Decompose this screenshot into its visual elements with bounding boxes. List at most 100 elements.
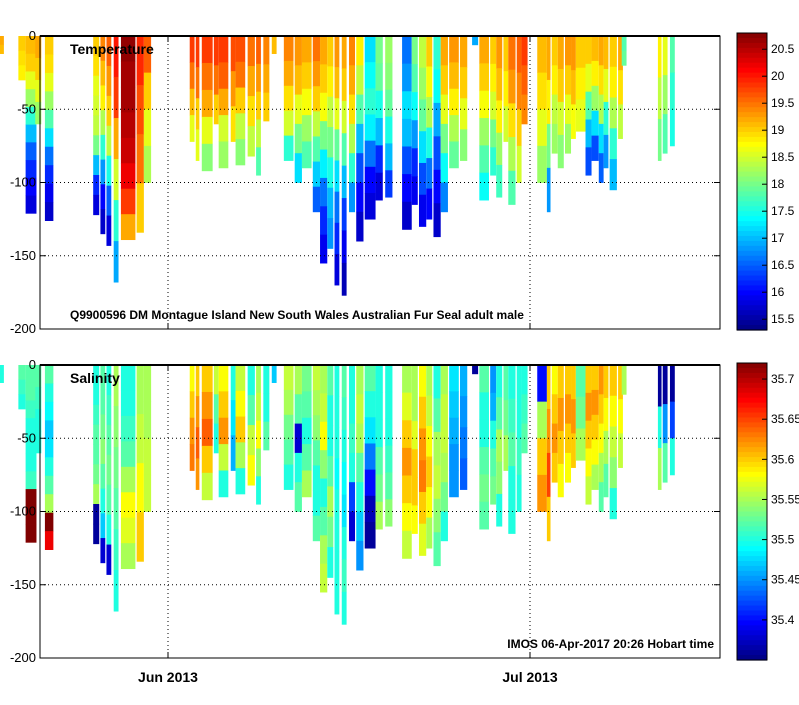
profile-cell <box>120 365 136 391</box>
colorbar-step <box>737 161 767 168</box>
profile-cell <box>657 36 662 78</box>
profile-cell <box>557 134 564 169</box>
profile-cell <box>669 72 675 110</box>
profile-cell <box>230 36 236 72</box>
colorbar-step <box>737 146 767 153</box>
profile-cell <box>106 514 112 545</box>
profile-cell <box>479 474 489 503</box>
profile-cell <box>449 62 459 90</box>
profile-cell <box>402 392 412 421</box>
profile-cell <box>662 36 668 76</box>
y-tick-label: 0 <box>29 28 36 43</box>
profile-cell <box>201 89 213 118</box>
profile-cell <box>375 392 383 421</box>
profile-cell <box>93 175 100 196</box>
profile-cell <box>426 97 433 128</box>
y-tick-label: -100 <box>10 504 36 519</box>
profile-cell <box>479 118 489 146</box>
profile-cell <box>385 365 393 393</box>
profile <box>230 365 236 471</box>
profile-cell <box>312 136 321 162</box>
profile-cell <box>440 153 448 183</box>
profile <box>585 36 592 176</box>
profile-cell <box>433 431 441 466</box>
profile-cell <box>440 123 448 154</box>
profile-cell <box>195 365 200 397</box>
colorbar-step <box>737 156 767 163</box>
colorbar-step <box>737 382 767 389</box>
profile <box>472 365 479 375</box>
profile <box>113 36 119 283</box>
profile-cell <box>201 116 213 145</box>
profile-cell <box>247 395 255 426</box>
profile-cell <box>375 447 383 475</box>
profile <box>571 36 576 139</box>
profile-cell <box>621 36 627 52</box>
profile-cell <box>349 65 356 95</box>
profile-cell <box>557 365 564 399</box>
profile-cell <box>113 529 119 571</box>
profile-cell <box>669 438 675 476</box>
profile-cell <box>356 211 364 242</box>
profile-cell <box>120 214 136 241</box>
colorbar-step <box>737 427 767 433</box>
profile-cell <box>418 67 427 100</box>
profile-cell <box>426 456 433 488</box>
profile-cell <box>433 465 441 500</box>
profile-cell <box>496 68 503 101</box>
profile-cell <box>609 488 617 520</box>
profile-cell <box>100 184 106 210</box>
profile-cell <box>189 88 195 116</box>
profile <box>189 36 195 142</box>
profile-cell <box>106 424 112 456</box>
profile-cell <box>256 365 261 394</box>
profile-cell <box>609 365 617 397</box>
profile-cell <box>334 396 340 428</box>
profile-cell <box>516 401 522 439</box>
profile-cell <box>18 50 26 66</box>
profile-cell <box>341 36 347 69</box>
profile-cell <box>341 462 347 496</box>
profile <box>521 36 528 125</box>
profile-cell <box>356 540 364 571</box>
profile-cell <box>508 499 516 534</box>
profile-cell <box>35 408 42 432</box>
profile-cell <box>294 423 302 454</box>
profile <box>621 365 627 395</box>
profile <box>433 365 441 567</box>
profile-cell <box>537 109 547 147</box>
profile-cell <box>201 445 213 474</box>
profile-cell <box>218 88 229 116</box>
profile-cell <box>603 463 609 498</box>
colorbar-step <box>737 275 767 282</box>
profile-cell <box>283 135 294 161</box>
colorbar-step <box>737 196 767 202</box>
profile-cell <box>341 559 347 593</box>
profile-cell <box>235 468 246 495</box>
profile-cell <box>433 398 441 433</box>
profile-cell <box>449 141 459 169</box>
profile-cell <box>327 127 334 158</box>
profile-cell <box>460 458 468 490</box>
profile-cell <box>349 452 356 483</box>
profile-cell <box>603 36 609 70</box>
profile-cell <box>490 392 497 422</box>
profile-cell <box>598 36 604 66</box>
profile-cell <box>301 115 312 142</box>
profile-cell <box>349 365 356 395</box>
profile <box>100 36 106 235</box>
colorbar-step <box>737 171 767 178</box>
colorbar-tick-label: 17 <box>771 231 785 245</box>
profile-cell <box>25 365 37 384</box>
profile-cell <box>100 488 106 514</box>
colorbar-step <box>737 452 767 458</box>
profile-cell <box>598 153 604 183</box>
profile-cell <box>0 36 4 46</box>
profile <box>271 36 277 54</box>
profile-cell <box>598 452 604 483</box>
profile-cell <box>575 428 586 461</box>
profile-cell <box>571 36 576 71</box>
profile-cell <box>100 159 106 185</box>
profile-cell <box>93 424 100 445</box>
profile-cell <box>44 494 54 514</box>
